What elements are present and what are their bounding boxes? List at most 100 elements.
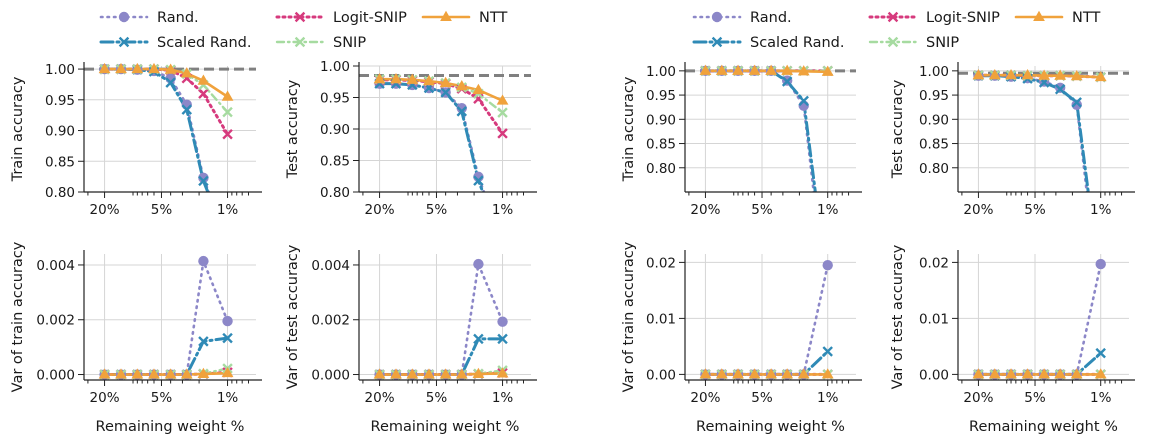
x-tick-label: 5% xyxy=(426,202,448,218)
data-point-ntt xyxy=(115,62,127,74)
x-tick-label: 1% xyxy=(492,202,514,218)
legend-item-rand: Rand. xyxy=(99,10,199,26)
legend-item-snip: SNIP xyxy=(275,35,366,51)
data-point-ntt xyxy=(972,368,985,379)
data-point-rand xyxy=(497,316,508,327)
data-point-ntt xyxy=(699,368,712,379)
data-point-ntt xyxy=(148,368,160,379)
data-point-scaled_rand xyxy=(473,333,484,345)
data-point-ntt xyxy=(821,368,834,379)
y-axis-label: Train accuracy xyxy=(10,76,26,182)
y-tick-label: 0.80 xyxy=(919,161,949,177)
data-point-ntt xyxy=(1021,69,1034,80)
y-axis-label: Var of train accuracy xyxy=(621,241,637,392)
data-point-snip xyxy=(222,106,233,118)
data-point-ntt xyxy=(148,62,160,74)
legend-marker xyxy=(440,10,452,22)
series-group xyxy=(373,258,509,380)
data-point-logit_snip xyxy=(222,128,233,140)
data-point-scaled_rand xyxy=(165,77,176,88)
data-point-ntt xyxy=(821,65,834,76)
x-tick-label: 1% xyxy=(1090,390,1112,406)
x-tick-label: 1% xyxy=(817,390,839,406)
data-point-rand xyxy=(1095,258,1106,270)
data-point-rand xyxy=(198,255,209,267)
legend-marker xyxy=(294,11,306,23)
subplot-6: 20% 5% 1% 0.80 0.85 0.90 0.95 1.00 Test accuracy xyxy=(890,62,1135,218)
y-tick-label: 0.004 xyxy=(311,258,350,274)
y-tick-label: 0.80 xyxy=(646,161,676,177)
x-tick-label: 20% xyxy=(90,390,120,406)
data-point-rand xyxy=(1071,99,1082,110)
x-tick-label: 5% xyxy=(751,390,773,406)
data-point-ntt xyxy=(732,368,744,379)
y-tick-label: 0.95 xyxy=(646,88,676,104)
subplot-3: 20% 5% 1% 0.000 0.002 0.004 Var of train accur… xyxy=(10,241,262,435)
series-line-rand xyxy=(704,263,830,376)
y-tick-label: 0.002 xyxy=(311,313,350,329)
series-group xyxy=(373,73,509,192)
subplot-5: 20% 5% 1% 0.80 0.85 0.90 0.95 1.00 Train accurac… xyxy=(621,62,862,218)
y-tick-label: 0.000 xyxy=(311,368,350,384)
x-tick-label: 1% xyxy=(1090,202,1112,218)
data-point-scaled_rand xyxy=(181,104,193,115)
data-point-ntt xyxy=(390,368,402,379)
legend-label: Logit-SNIP xyxy=(333,10,407,26)
legend-marker xyxy=(711,36,723,48)
data-point-ntt xyxy=(423,368,435,379)
y-tick-label: 0.02 xyxy=(919,255,949,271)
x-tick-label: 5% xyxy=(426,390,448,406)
data-point-ntt xyxy=(1094,368,1107,379)
y-tick-label: 0.000 xyxy=(36,368,75,384)
legend-marker xyxy=(711,11,723,23)
subplot-7: 20% 5% 1% 0.00 0.01 0.02 Var of train accuracy… xyxy=(621,241,862,435)
data-point-logit_snip xyxy=(198,88,209,99)
data-point-ntt xyxy=(98,368,111,379)
data-point-ntt xyxy=(439,76,452,88)
series-group xyxy=(972,258,1107,380)
x-tick-label: 20% xyxy=(90,202,120,218)
x-axis-label: Remaining weight % xyxy=(371,419,520,435)
legend-label: NTT xyxy=(479,10,507,26)
x-tick-label: 1% xyxy=(817,202,839,218)
data-point-rand xyxy=(456,103,467,114)
data-point-ntt xyxy=(373,368,386,379)
legend-item-logit_snip: Logit-SNIP xyxy=(868,10,1000,26)
data-point-ntt xyxy=(1070,69,1083,81)
series-line-rand xyxy=(977,262,1103,376)
series-group xyxy=(699,260,834,380)
x-tick-label: 5% xyxy=(1024,202,1046,218)
data-point-ntt xyxy=(988,368,1001,379)
data-point-ntt xyxy=(221,90,234,101)
data-point-ntt xyxy=(732,64,744,75)
legend: Rand. Logit-SNIP NTT Scaled Rand. SNIP xyxy=(692,10,1100,51)
data-point-rand xyxy=(473,258,484,270)
legend-item-scaled_rand: Scaled Rand. xyxy=(692,35,844,51)
data-point-ntt xyxy=(115,368,127,379)
legend-label: Rand. xyxy=(750,10,792,26)
data-point-ntt xyxy=(98,62,111,74)
x-tick-label: 20% xyxy=(963,202,993,218)
y-axis-label: Var of train accuracy xyxy=(10,241,26,392)
data-point-ntt xyxy=(180,67,193,78)
y-axis-label: Test accuracy xyxy=(890,79,906,179)
data-point-scaled_rand xyxy=(198,336,209,347)
data-point-logit_snip xyxy=(497,128,508,139)
data-point-scaled_rand xyxy=(198,175,209,187)
x-tick-label: 20% xyxy=(690,202,720,218)
x-tick-label: 20% xyxy=(963,390,993,406)
series-line-rand xyxy=(977,74,1089,192)
subplot-2: 20% 5% 1% 0.80 0.85 0.90 0.95 1.00 Test accuracy xyxy=(285,59,537,218)
data-point-rand xyxy=(222,315,233,327)
legend-marker xyxy=(294,36,306,48)
x-tick-label: 20% xyxy=(365,202,395,218)
data-point-ntt xyxy=(797,65,810,76)
y-tick-label: 0.002 xyxy=(36,313,75,329)
x-tick-label: 20% xyxy=(365,390,395,406)
data-point-ntt xyxy=(131,62,144,74)
data-point-ntt xyxy=(221,366,234,378)
y-tick-label: 0.01 xyxy=(919,311,949,327)
data-point-ntt xyxy=(715,64,728,75)
y-axis-label: Var of test accuracy xyxy=(890,244,906,389)
